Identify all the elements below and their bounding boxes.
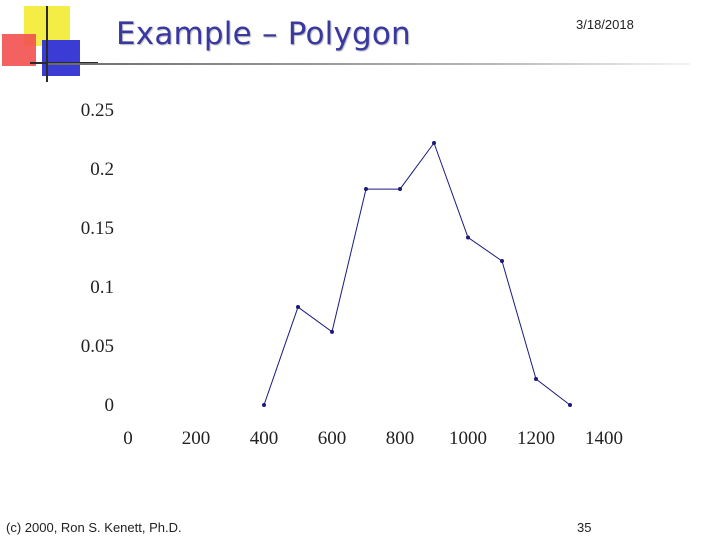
slide-logo [0, 0, 100, 82]
y-tick-label: 0 [105, 395, 115, 416]
x-tick-label: 0 [123, 428, 133, 449]
x-tick-label: 1000 [449, 428, 487, 449]
data-point [398, 187, 402, 192]
data-point [364, 187, 368, 192]
y-tick-label: 0.15 [81, 218, 114, 239]
title-divider [48, 63, 690, 65]
footer-copyright: (c) 2000, Ron S. Kenett, Ph.D. [6, 520, 182, 535]
data-point [262, 403, 266, 407]
y-tick-label: 0.1 [90, 277, 114, 298]
logo-red-square [2, 34, 36, 66]
y-tick-label: 0.25 [81, 100, 114, 121]
x-tick-label: 200 [182, 428, 211, 449]
x-tick-label: 1400 [585, 428, 623, 449]
y-tick-label: 0.05 [81, 336, 114, 357]
logo-vertical-line [46, 6, 48, 82]
data-point [330, 329, 334, 334]
y-axis-tick-labels: 0 0.05 0.1 0.15 0.2 0.25 [81, 100, 114, 416]
data-point [466, 235, 470, 240]
data-point [432, 141, 436, 146]
chart-marks [262, 141, 572, 407]
x-axis-tick-labels: 0 200 400 600 800 1000 1200 1400 [123, 428, 623, 449]
y-tick-label: 0.2 [90, 159, 114, 180]
data-point [568, 403, 572, 407]
data-point [296, 305, 300, 310]
slide-title: Example – Polygon [116, 16, 411, 52]
slide-number: 35 [577, 520, 592, 535]
logo-blue-square [42, 40, 80, 76]
x-tick-label: 600 [318, 428, 347, 449]
series-line [263, 141, 571, 406]
slide-date: 3/18/2018 [576, 17, 634, 32]
x-tick-label: 1200 [517, 428, 555, 449]
x-tick-label: 400 [250, 428, 279, 449]
data-point [534, 377, 538, 382]
x-tick-label: 800 [386, 428, 415, 449]
data-point [500, 259, 504, 264]
